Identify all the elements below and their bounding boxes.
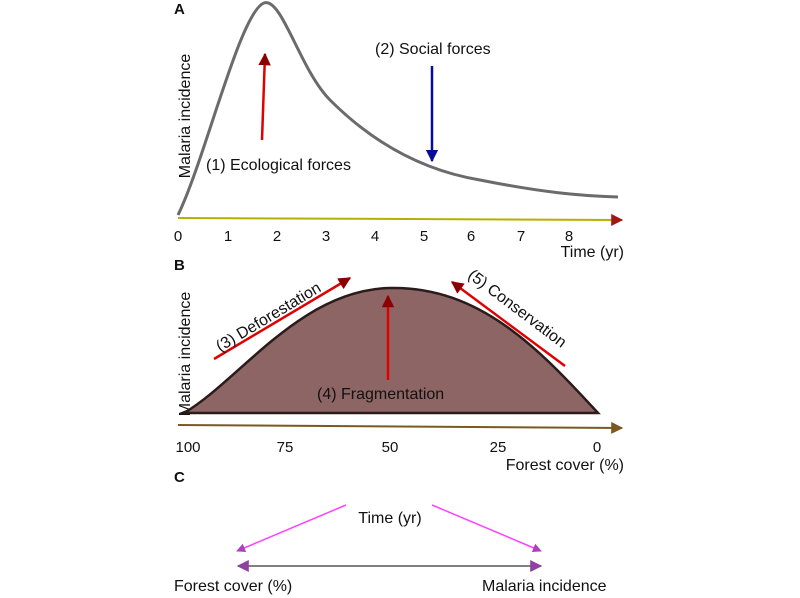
tick-a-1: 1: [224, 228, 232, 245]
panel-a-xlabel: Time (yr): [561, 244, 624, 261]
panel-c-letter: C: [174, 469, 185, 486]
incidence-hump-b: [179, 286, 601, 415]
tick-a-5: 5: [420, 228, 428, 245]
tick-a-7: 7: [517, 228, 525, 245]
time-ticks-a: 0 1 2 3 4 5 6 7 8: [174, 228, 573, 245]
c-forest-label: Forest cover (%): [174, 578, 292, 595]
tick-a-6: 6: [467, 228, 475, 245]
tick-b-0: 0: [593, 439, 601, 456]
time-to-malaria-arrow: [431, 504, 542, 552]
panel-b-ylabel: Malaria incidence: [177, 292, 194, 417]
c-time-label: Time (yr): [358, 510, 421, 527]
tick-b-25: 25: [490, 439, 507, 456]
tick-b-100: 100: [175, 439, 200, 456]
conservation-arrow: [450, 280, 566, 368]
panel-c: C Time (yr) Forest cover (%) Malaria inc…: [174, 469, 607, 595]
time-axis-a: [177, 213, 624, 226]
panel-a-letter: A: [174, 1, 185, 18]
panel-a-ylabel: Malaria incidence: [177, 54, 194, 179]
tick-a-4: 4: [371, 228, 379, 245]
deforestation-arrow: [213, 276, 352, 361]
tick-a-0: 0: [174, 228, 182, 245]
ecological-forces-label: (1) Ecological forces: [206, 157, 351, 174]
social-forces-label: (2) Social forces: [375, 41, 491, 58]
ecological-forces-arrow: [258, 52, 271, 141]
panel-b-letter: B: [174, 257, 185, 274]
tick-a-8: 8: [565, 228, 573, 245]
panel-b-xlabel: Forest cover (%): [506, 457, 624, 474]
forest-axis-b: [177, 421, 624, 434]
tick-b-75: 75: [277, 439, 294, 456]
incidence-curve-a: [176, 1, 619, 216]
forest-ticks-b: 100 75 50 25 0: [175, 439, 601, 456]
panel-a: A Malaria incidence 0 1 2 3 4 5 6 7 8 Ti…: [174, 1, 624, 261]
tick-b-50: 50: [382, 439, 399, 456]
tick-a-2: 2: [273, 228, 281, 245]
c-malaria-label: Malaria incidence: [482, 578, 607, 595]
fragmentation-label: (4) Fragmentation: [317, 386, 444, 403]
time-to-forest-arrow: [236, 504, 347, 552]
tick-a-3: 3: [322, 228, 330, 245]
panel-b: B Malaria incidence 100 75 50 25 0 Fores…: [174, 257, 624, 474]
